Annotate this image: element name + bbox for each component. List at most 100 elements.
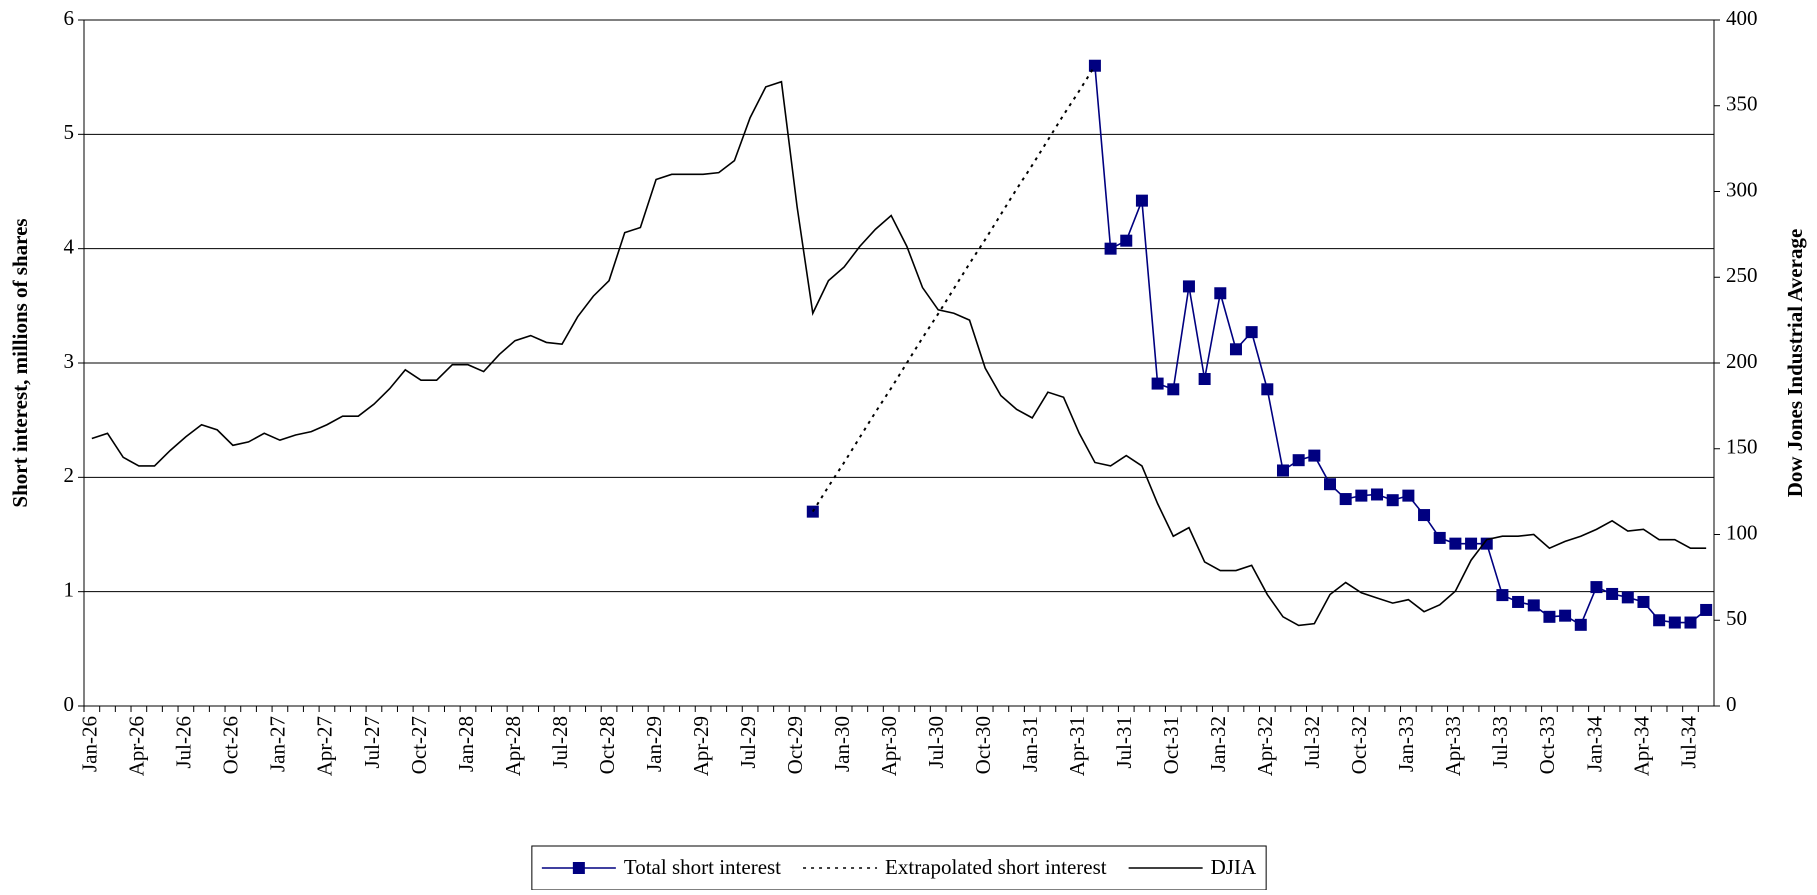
series-marker xyxy=(1637,595,1650,608)
legend-label: Total short interest xyxy=(624,855,781,879)
series-marker xyxy=(1214,287,1227,300)
legend-item: Total short interest xyxy=(541,855,781,879)
x-tick-label: Apr-29 xyxy=(689,716,713,776)
series-marker xyxy=(1386,494,1399,507)
x-tick-label: Oct-33 xyxy=(1535,716,1559,774)
y2-tick-label: 200 xyxy=(1726,349,1758,373)
x-tick-label: Apr-34 xyxy=(1629,716,1653,777)
series-marker xyxy=(1574,618,1587,631)
x-tick-label: Jan-32 xyxy=(1206,716,1230,772)
series-marker xyxy=(1527,599,1540,612)
y2-tick-label: 250 xyxy=(1726,263,1758,287)
x-tick-label: Jul-32 xyxy=(1300,716,1324,769)
x-tick-label: Apr-26 xyxy=(125,716,149,776)
x-tick-label: Apr-32 xyxy=(1253,716,1277,776)
x-tick-label: Apr-33 xyxy=(1441,716,1465,776)
y2-tick-label: 100 xyxy=(1726,520,1758,544)
series-line xyxy=(1094,65,1707,626)
series-marker xyxy=(1371,488,1384,501)
x-tick-label: Apr-31 xyxy=(1065,716,1089,776)
y2-tick-label: 350 xyxy=(1726,92,1758,116)
series-marker xyxy=(1276,464,1289,477)
y2-tick-label: 300 xyxy=(1726,177,1758,201)
series-marker xyxy=(1418,509,1431,522)
x-tick-label: Oct-28 xyxy=(595,716,619,774)
legend-marker xyxy=(572,862,585,874)
x-tick-label: Oct-32 xyxy=(1347,716,1371,774)
series-marker xyxy=(1480,537,1493,550)
x-tick-label: Jan-27 xyxy=(266,716,290,772)
series-marker xyxy=(1653,614,1666,627)
series-marker xyxy=(1339,493,1352,506)
y-tick-label: 0 xyxy=(64,692,75,716)
series-marker xyxy=(1449,537,1462,550)
series-marker xyxy=(1606,587,1619,600)
x-tick-label: Apr-30 xyxy=(877,716,901,776)
legend: Total short interest Extrapolated short i… xyxy=(531,845,1267,891)
x-tick-label: Apr-28 xyxy=(501,716,525,776)
x-tick-label: Jan-30 xyxy=(830,716,854,772)
series-marker xyxy=(1261,383,1274,396)
y-tick-label: 1 xyxy=(64,577,75,601)
series-marker xyxy=(1245,326,1258,339)
series-marker xyxy=(1135,194,1148,207)
legend-label: DJIA xyxy=(1211,855,1257,879)
series-marker xyxy=(1229,343,1242,356)
series-marker xyxy=(1198,373,1211,386)
series-marker xyxy=(1355,489,1368,502)
series-marker xyxy=(1621,591,1634,604)
series-marker xyxy=(1088,59,1101,72)
legend-item: Extrapolated short interest xyxy=(803,855,1107,879)
series-marker xyxy=(1104,242,1117,255)
x-tick-label: Jul-26 xyxy=(172,716,196,769)
x-tick-label: Jul-34 xyxy=(1676,716,1700,769)
y2-tick-label: 400 xyxy=(1726,6,1758,30)
y2-tick-label: 50 xyxy=(1726,606,1747,630)
x-tick-label: Jul-33 xyxy=(1488,716,1512,769)
series-marker xyxy=(1700,603,1713,616)
series-marker xyxy=(1668,616,1681,629)
legend-item: DJIA xyxy=(1128,855,1257,879)
y-tick-label: 6 xyxy=(64,6,75,30)
x-tick-label: Oct-31 xyxy=(1159,716,1183,774)
x-tick-label: Jul-31 xyxy=(1112,716,1136,769)
y2-axis-title: Dow Jones Industrial Average xyxy=(1783,229,1807,498)
y2-tick-label: 150 xyxy=(1726,435,1758,459)
series-line xyxy=(91,80,1707,627)
series-marker xyxy=(1684,616,1697,629)
x-tick-label: Jul-27 xyxy=(360,716,384,769)
x-tick-label: Apr-27 xyxy=(313,716,337,776)
series-marker xyxy=(1496,589,1509,602)
x-tick-label: Oct-27 xyxy=(407,716,431,774)
series-marker xyxy=(1324,478,1337,491)
x-tick-label: Oct-30 xyxy=(971,716,995,774)
x-tick-label: Jul-28 xyxy=(548,716,572,769)
series-marker xyxy=(1512,595,1525,608)
series-marker xyxy=(1465,537,1478,550)
x-tick-label: Jan-33 xyxy=(1394,716,1418,772)
series-marker xyxy=(1559,609,1572,622)
series-marker xyxy=(1543,610,1556,623)
legend-label: Extrapolated short interest xyxy=(885,855,1107,879)
y-tick-label: 2 xyxy=(64,463,75,487)
x-tick-label: Oct-26 xyxy=(219,716,243,774)
x-tick-label: Jan-31 xyxy=(1018,716,1042,772)
x-tick-label: Jan-26 xyxy=(78,716,102,772)
x-tick-label: Jan-29 xyxy=(642,716,666,772)
y-tick-label: 4 xyxy=(64,234,75,258)
x-tick-label: Oct-29 xyxy=(783,716,807,774)
x-tick-label: Jul-30 xyxy=(924,716,948,769)
series-marker xyxy=(1308,449,1321,462)
series-marker xyxy=(1167,383,1180,396)
series-marker xyxy=(1590,581,1603,594)
series-marker xyxy=(1402,489,1415,502)
y2-tick-label: 0 xyxy=(1726,692,1737,716)
series-marker xyxy=(1120,234,1133,247)
y-tick-label: 3 xyxy=(64,349,75,373)
series-marker xyxy=(1433,531,1446,544)
x-tick-label: Jul-29 xyxy=(736,716,760,769)
x-tick-label: Jan-28 xyxy=(454,716,478,772)
series-marker xyxy=(1182,280,1195,293)
series-marker xyxy=(1151,377,1164,390)
